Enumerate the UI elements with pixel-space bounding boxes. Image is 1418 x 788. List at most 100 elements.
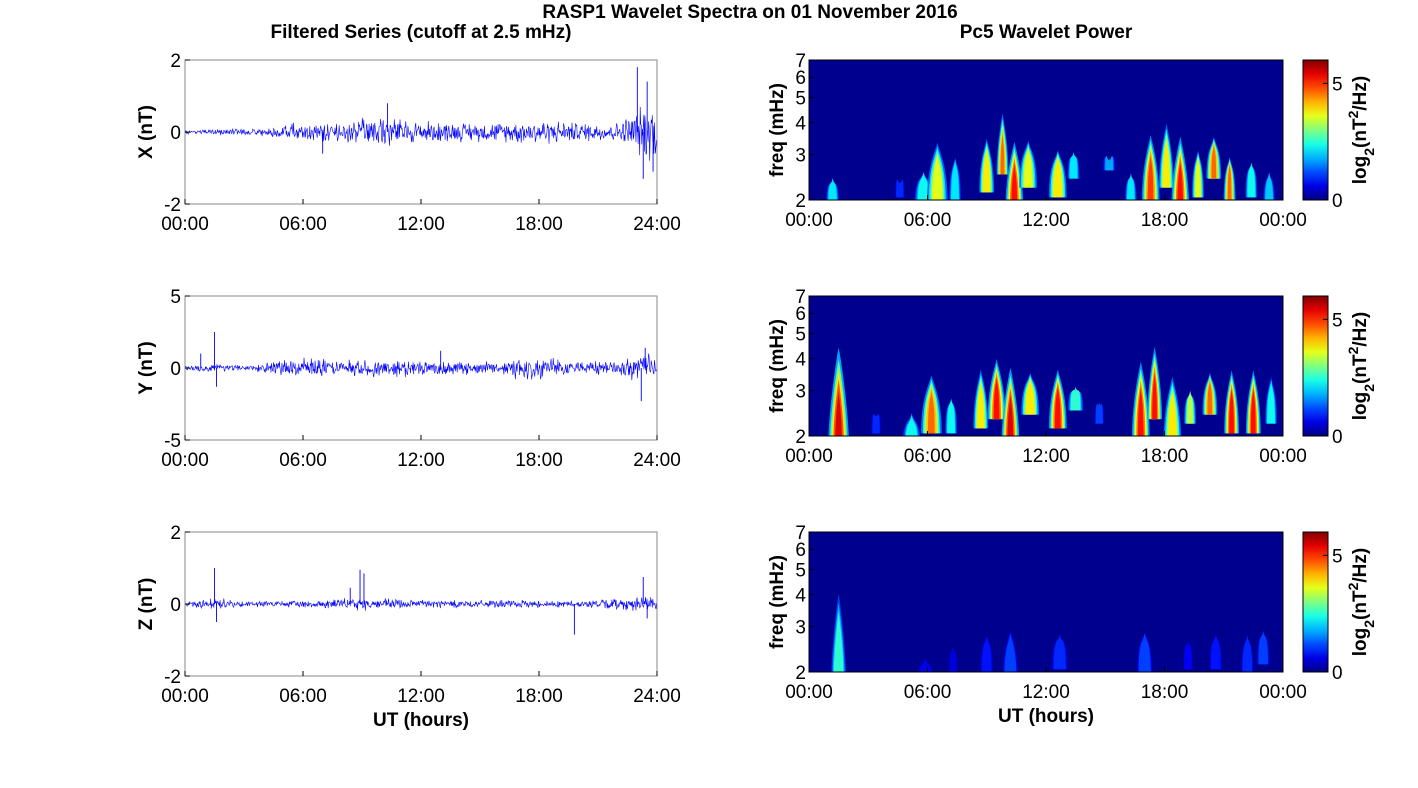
- power-blob: [1229, 388, 1235, 434]
- power-blob: [1242, 635, 1253, 672]
- power-blob: [947, 398, 956, 434]
- colorbar-gradient: [1302, 59, 1329, 201]
- colorbar-label: log2(nT2/Hz): [1345, 76, 1377, 184]
- y-tick-label: 5: [795, 325, 806, 346]
- power-blob: [919, 657, 932, 672]
- y-tick-label: -5: [164, 431, 181, 452]
- colorbar-tick-label: 5: [1332, 310, 1343, 331]
- power-blob: [917, 172, 930, 200]
- x-tick-label: 18:00: [515, 214, 563, 235]
- y-tick-label: 7: [795, 287, 806, 308]
- y-tick-label: -2: [164, 667, 181, 688]
- power-blob: [1053, 155, 1063, 198]
- colorbar-tick-label: 5: [1332, 546, 1343, 567]
- power-blob: [1195, 155, 1202, 198]
- power-blob: [1025, 377, 1035, 415]
- power-blob: [872, 413, 880, 434]
- power-blob: [977, 381, 985, 429]
- power-blob: [949, 645, 957, 672]
- y-tick-label: 2: [795, 663, 806, 684]
- series-axes-box: [184, 295, 658, 441]
- right-column-title: Pc5 Wavelet Power: [959, 22, 1133, 43]
- x-tick-label: 18:00: [515, 450, 563, 471]
- y-tick-label: 2: [170, 523, 181, 544]
- x-tick-label: 00:00: [161, 214, 209, 235]
- x-tick-label: 06:00: [904, 682, 952, 703]
- x-tick-label: 00:00: [1259, 210, 1307, 231]
- y-tick-label: 5: [170, 287, 181, 308]
- y-axis-label: freq (mHz): [767, 319, 788, 413]
- power-blobs: [826, 113, 1275, 200]
- power-blob: [1207, 379, 1213, 415]
- power-blob: [1055, 385, 1061, 429]
- colorbar-gradient: [1302, 295, 1329, 437]
- x-tick-label: 18:00: [1141, 446, 1189, 467]
- x-tick-label: 12:00: [1022, 210, 1070, 231]
- power-blob: [1184, 640, 1192, 670]
- spectrum-background: [809, 532, 1283, 672]
- power-blob: [993, 376, 1000, 420]
- series-trace: [184, 353, 658, 381]
- y-tick-label: 3: [795, 146, 806, 167]
- power-blob: [1007, 395, 1014, 436]
- y-tick-label: 3: [795, 382, 806, 403]
- x-tick-label: 24:00: [633, 686, 681, 707]
- x-tick-label: 12:00: [397, 450, 445, 471]
- x-tick-label: 12:00: [397, 214, 445, 235]
- y-tick-label: 6: [795, 540, 806, 561]
- y-tick-label: 7: [795, 523, 806, 544]
- power-blob: [896, 179, 904, 198]
- power-blob: [1069, 151, 1078, 179]
- power-blob: [1168, 390, 1177, 436]
- colorbar-tick-label: 0: [1332, 663, 1343, 684]
- colorbar-label: log2(nT2/Hz): [1345, 312, 1377, 420]
- power-blob: [1000, 132, 1005, 175]
- x-tick-label: 00:00: [785, 446, 833, 467]
- colorbar-label: log2(nT2/Hz): [1345, 548, 1377, 656]
- power-blob: [928, 389, 935, 434]
- y-tick-label: 2: [795, 427, 806, 448]
- power-blob: [1023, 147, 1033, 188]
- x-axis-label: UT (hours): [373, 710, 469, 731]
- y-tick-label: 0: [170, 359, 181, 380]
- y-axis-label: freq (mHz): [767, 555, 788, 649]
- x-tick-label: 00:00: [785, 210, 833, 231]
- series-trace: [184, 106, 658, 161]
- power-blob: [1152, 372, 1157, 420]
- power-blob: [1258, 630, 1269, 665]
- power-blob: [1105, 155, 1114, 171]
- y-axis-label: Y (nT): [136, 341, 157, 394]
- colorbar-tick-label: 0: [1332, 427, 1343, 448]
- y-tick-label: 6: [795, 68, 806, 89]
- x-tick-label: 06:00: [279, 214, 327, 235]
- power-blob: [1070, 386, 1081, 411]
- x-tick-label: 00:00: [161, 686, 209, 707]
- power-blob: [1187, 390, 1194, 424]
- power-blob: [1095, 401, 1103, 424]
- x-tick-label: 06:00: [279, 686, 327, 707]
- y-tick-label: 4: [795, 114, 806, 135]
- power-blob: [1177, 161, 1184, 200]
- spectrum-background: [809, 60, 1283, 200]
- power-blob: [983, 147, 991, 193]
- x-tick-label: 18:00: [1141, 210, 1189, 231]
- series-trace: [184, 596, 658, 611]
- x-tick-label: 00:00: [161, 450, 209, 471]
- power-blob: [1162, 138, 1171, 188]
- power-blob: [932, 153, 943, 200]
- y-tick-label: 4: [795, 586, 806, 607]
- colorbar-gradient: [1302, 531, 1329, 673]
- power-blob: [833, 611, 844, 672]
- x-tick-label: 24:00: [633, 214, 681, 235]
- series-panel-z-series: -2 0 2 00:00 06:00 12:00 18:00 24:00 Z (nT) UT (h…: [136, 523, 681, 731]
- colorbar-tick-label: 5: [1332, 74, 1343, 95]
- power-blobs: [831, 593, 1270, 672]
- y-axis-label: X (nT): [136, 105, 157, 159]
- power-blob: [1011, 162, 1018, 200]
